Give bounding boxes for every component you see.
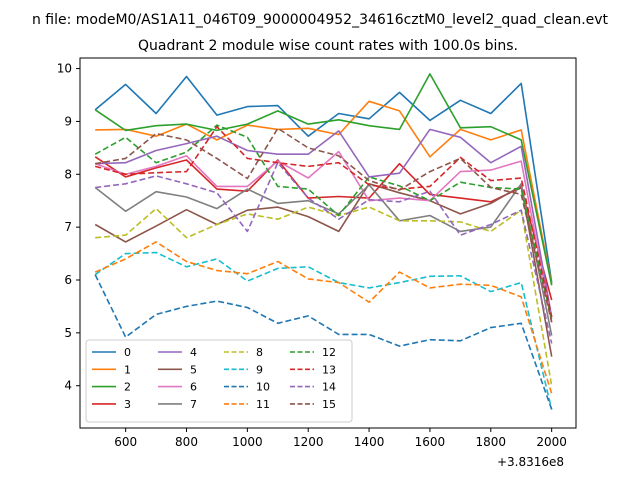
y-tick-label: 10 [57, 62, 72, 76]
series-line-11 [94, 241, 553, 394]
legend-label-4: 4 [190, 346, 197, 359]
x-tick-label: 1000 [232, 435, 263, 449]
y-tick-label: 6 [64, 273, 72, 287]
y-tick-label: 5 [64, 326, 72, 340]
series-line-4 [95, 128, 553, 318]
y-tick-label: 7 [64, 220, 72, 234]
legend-label-5: 5 [190, 363, 197, 376]
legend-label-1: 1 [124, 363, 131, 376]
series-line-6 [94, 150, 553, 323]
legend-label-11: 11 [256, 398, 270, 411]
series-line-9 [94, 251, 553, 410]
legend-label-13: 13 [322, 363, 336, 376]
legend-label-9: 9 [256, 363, 263, 376]
y-tick-label: 9 [64, 114, 72, 128]
series-line-10 [94, 274, 553, 410]
chart-title: Quadrant 2 module wise count rates with … [138, 38, 518, 54]
series-line-1 [95, 100, 553, 285]
series-line-7 [94, 183, 553, 336]
legend-label-14: 14 [322, 381, 336, 394]
series-line-0 [94, 75, 553, 283]
series-line-15 [95, 127, 553, 323]
x-tick-label: 600 [114, 435, 137, 449]
legend-box [85, 339, 353, 423]
plot-area [94, 73, 553, 410]
series-line-5 [94, 183, 553, 357]
axes-frame [79, 57, 577, 429]
x-tick-label: 800 [175, 435, 198, 449]
legend-label-7: 7 [190, 398, 197, 411]
series-line-13 [94, 125, 553, 318]
legend-label-0: 0 [124, 346, 131, 359]
x-tick-label: 2000 [536, 435, 567, 449]
x-tick-label: 1600 [415, 435, 446, 449]
y-tick-label: 8 [64, 167, 72, 181]
x-tick-label: 1800 [476, 435, 507, 449]
legend-label-15: 15 [322, 398, 336, 411]
series-line-14 [95, 161, 553, 344]
legend-label-10: 10 [256, 381, 270, 394]
series-line-2 [94, 73, 553, 286]
y-tick-label: 4 [64, 379, 72, 393]
legend-label-3: 3 [124, 398, 131, 411]
legend-label-2: 2 [124, 381, 131, 394]
series-line-3 [94, 156, 553, 301]
series-line-12 [94, 124, 553, 320]
x-tick-label: 1400 [354, 435, 385, 449]
x-tick-label: 1200 [293, 435, 324, 449]
legend-label-12: 12 [322, 346, 336, 359]
legend-label-8: 8 [256, 346, 263, 359]
legend-label-6: 6 [190, 381, 197, 394]
series-line-8 [95, 206, 553, 386]
x-offset-label: +3.8316e8 [497, 455, 564, 469]
figure-suptitle: n file: modeM0/AS1A11_046T09_9000004952_… [32, 12, 609, 28]
